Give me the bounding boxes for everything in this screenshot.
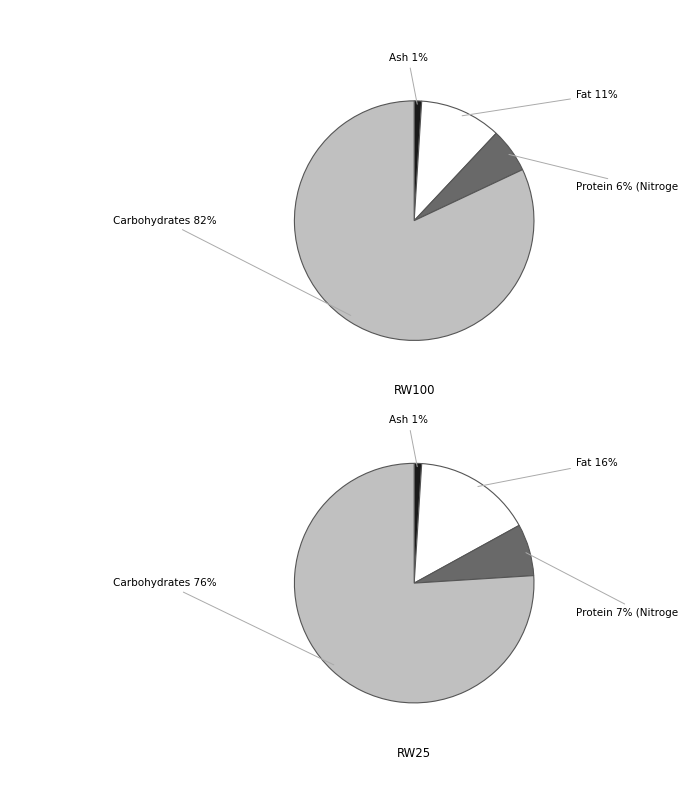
Text: Ash 1%: Ash 1% <box>388 53 428 104</box>
Text: Protein 7% (Nitrogen 1%): Protein 7% (Nitrogen 1%) <box>526 552 679 618</box>
Text: Fat 11%: Fat 11% <box>462 90 618 116</box>
Wedge shape <box>414 463 422 583</box>
Wedge shape <box>295 101 534 340</box>
Wedge shape <box>414 101 496 221</box>
Wedge shape <box>414 133 523 221</box>
Title: RW100: RW100 <box>393 385 435 397</box>
Text: Carbohydrates 82%: Carbohydrates 82% <box>113 216 351 315</box>
Wedge shape <box>295 463 534 703</box>
Wedge shape <box>414 101 422 221</box>
Wedge shape <box>414 463 519 583</box>
Title: RW25: RW25 <box>397 747 431 760</box>
Text: Ash 1%: Ash 1% <box>388 415 428 466</box>
Text: Fat 16%: Fat 16% <box>478 459 618 486</box>
Wedge shape <box>414 526 534 583</box>
Text: Carbohydrates 76%: Carbohydrates 76% <box>113 578 334 665</box>
Text: Protein 6% (Nitrogen 1%): Protein 6% (Nitrogen 1%) <box>509 154 679 192</box>
